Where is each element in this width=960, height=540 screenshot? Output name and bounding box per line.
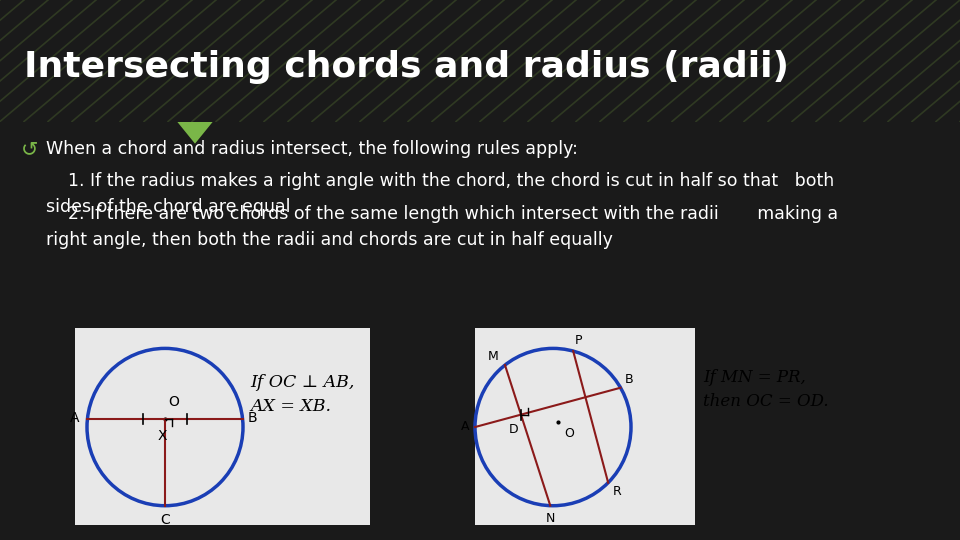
Text: Intersecting chords and radius (radii): Intersecting chords and radius (radii) [24, 50, 789, 84]
FancyBboxPatch shape [75, 328, 370, 525]
Text: D: D [509, 423, 518, 436]
Text: M: M [489, 350, 499, 363]
Text: P: P [575, 334, 583, 347]
Text: O: O [564, 427, 574, 440]
Text: If MN = PR,
then OC = OD.: If MN = PR, then OC = OD. [703, 369, 828, 410]
Polygon shape [177, 122, 213, 144]
Text: B: B [625, 373, 634, 386]
Text: C: C [160, 513, 170, 527]
Text: When a chord and radius intersect, the following rules apply:: When a chord and radius intersect, the f… [46, 140, 578, 158]
Text: 1. If the radius makes a right angle with the chord, the chord is cut in half so: 1. If the radius makes a right angle wit… [46, 172, 834, 215]
Text: If OC ⊥ AB,
AX = XB.: If OC ⊥ AB, AX = XB. [250, 374, 354, 415]
Text: 2. If there are two chords of the same length which intersect with the radii    : 2. If there are two chords of the same l… [46, 205, 838, 249]
Text: R: R [613, 485, 622, 498]
Text: ↺: ↺ [21, 139, 38, 159]
Text: A: A [461, 420, 469, 433]
Text: A: A [70, 411, 80, 425]
Text: N: N [545, 512, 555, 525]
Text: O: O [168, 395, 179, 409]
Text: X: X [157, 429, 167, 443]
Text: B: B [248, 411, 257, 425]
FancyBboxPatch shape [475, 328, 695, 525]
